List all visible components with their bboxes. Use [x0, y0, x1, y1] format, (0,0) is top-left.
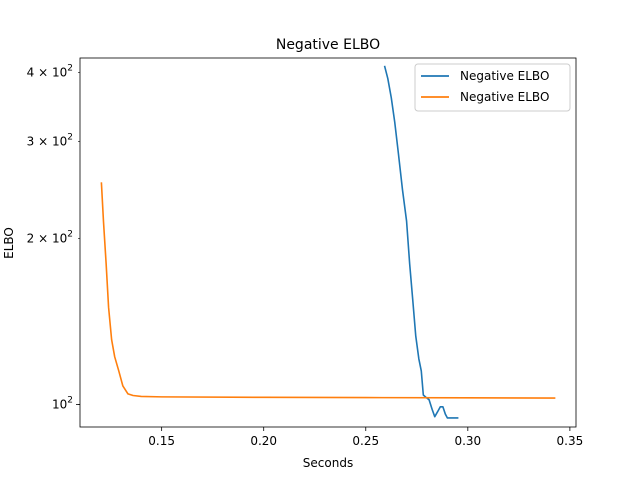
series-line-1: [383, 65, 459, 419]
legend-label-series-1: Negative ELBO: [460, 69, 549, 83]
plot-frame: [79, 57, 577, 428]
x-axis-ticks: 0.15 0.20 0.25 0.30 0.35: [148, 427, 583, 448]
x-tick-label: 0.35: [557, 434, 584, 448]
y-tick-label: 2 × 102: [27, 229, 73, 245]
y-tick-label: 3 × 102: [27, 132, 73, 148]
legend-box: [414, 63, 571, 112]
legend-label-series-2: Negative ELBO: [460, 90, 549, 104]
series-line-2: [100, 182, 556, 399]
x-tick-label: 0.30: [454, 434, 481, 448]
x-tick-label: 0.15: [148, 434, 175, 448]
y-tick-label: 4 × 102: [27, 64, 73, 80]
legend: Negative ELBO Negative ELBO: [414, 63, 571, 112]
y-axis-label: ELBO: [2, 227, 16, 259]
y-axis-ticks: 102 2 × 102 3 × 102 4 × 102: [27, 64, 80, 411]
x-axis-label: Seconds: [303, 456, 353, 470]
x-tick-label: 0.20: [250, 434, 277, 448]
plot-lines: [100, 65, 556, 419]
x-tick-label: 0.25: [352, 434, 379, 448]
y-tick-label: 102: [52, 395, 73, 411]
chart-title: Negative ELBO: [276, 37, 380, 53]
